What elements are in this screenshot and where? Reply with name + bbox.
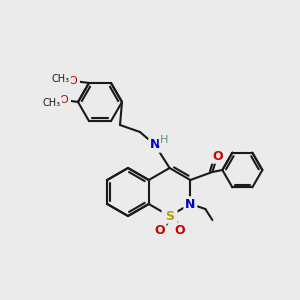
Text: O: O: [69, 76, 77, 86]
Text: O: O: [212, 149, 223, 163]
FancyBboxPatch shape: [210, 150, 224, 162]
Text: CH₃: CH₃: [43, 98, 61, 108]
Text: N: N: [185, 197, 196, 211]
Text: H: H: [160, 135, 168, 145]
FancyBboxPatch shape: [172, 224, 187, 236]
FancyBboxPatch shape: [148, 139, 162, 151]
FancyBboxPatch shape: [153, 224, 166, 236]
Text: CH₃: CH₃: [52, 74, 70, 84]
FancyBboxPatch shape: [66, 75, 80, 87]
FancyBboxPatch shape: [51, 72, 71, 84]
Text: O: O: [174, 224, 185, 236]
Text: N: N: [150, 139, 160, 152]
FancyBboxPatch shape: [42, 97, 62, 109]
FancyBboxPatch shape: [183, 198, 197, 210]
FancyBboxPatch shape: [57, 94, 71, 106]
Text: O: O: [154, 224, 165, 236]
FancyBboxPatch shape: [162, 209, 178, 223]
Text: O: O: [60, 95, 68, 105]
Text: S: S: [165, 209, 174, 223]
